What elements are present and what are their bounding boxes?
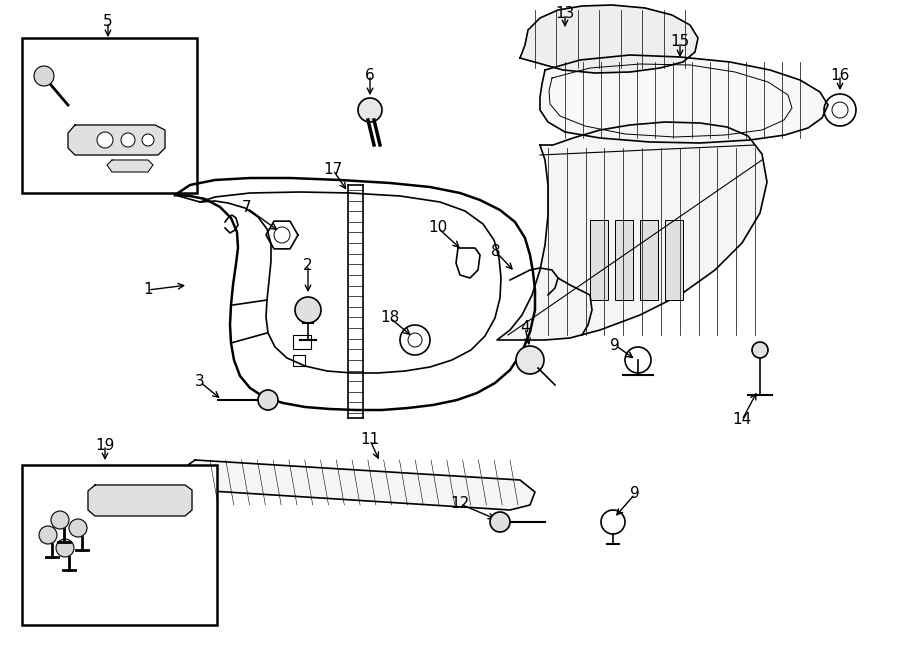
Text: 17: 17 xyxy=(323,163,343,178)
Text: 10: 10 xyxy=(428,221,447,235)
Text: 13: 13 xyxy=(555,7,575,22)
Text: 15: 15 xyxy=(670,34,689,50)
Circle shape xyxy=(69,519,87,537)
Circle shape xyxy=(121,133,135,147)
Bar xyxy=(22,465,217,625)
Polygon shape xyxy=(540,55,828,143)
Circle shape xyxy=(39,526,57,544)
Circle shape xyxy=(97,132,113,148)
Circle shape xyxy=(358,98,382,122)
Circle shape xyxy=(516,346,544,374)
Circle shape xyxy=(295,297,321,323)
Text: 11: 11 xyxy=(360,432,380,447)
Polygon shape xyxy=(88,485,192,516)
Bar xyxy=(22,38,197,193)
Text: 5: 5 xyxy=(104,15,112,30)
Text: 4: 4 xyxy=(520,321,530,336)
Text: 8: 8 xyxy=(491,245,500,260)
Text: 18: 18 xyxy=(381,311,400,325)
Circle shape xyxy=(142,134,154,146)
Polygon shape xyxy=(107,160,153,172)
Circle shape xyxy=(490,512,510,532)
Text: 16: 16 xyxy=(831,67,850,83)
Circle shape xyxy=(51,511,69,529)
Bar xyxy=(615,220,633,300)
Text: 9: 9 xyxy=(610,338,620,352)
Text: 1: 1 xyxy=(143,282,153,297)
Text: 14: 14 xyxy=(733,412,751,428)
Circle shape xyxy=(752,342,768,358)
Circle shape xyxy=(56,539,74,557)
Bar xyxy=(590,220,608,300)
Text: 7: 7 xyxy=(242,200,252,215)
Text: 6: 6 xyxy=(365,67,375,83)
Bar xyxy=(665,220,683,300)
Text: 19: 19 xyxy=(95,438,114,453)
Text: 3: 3 xyxy=(195,375,205,389)
Circle shape xyxy=(258,390,278,410)
Polygon shape xyxy=(520,5,698,73)
Bar xyxy=(293,355,305,366)
Bar xyxy=(293,335,311,349)
Text: 2: 2 xyxy=(303,258,313,272)
Polygon shape xyxy=(497,122,767,340)
Polygon shape xyxy=(185,460,535,510)
Text: 9: 9 xyxy=(630,486,640,502)
Bar xyxy=(640,220,658,300)
Text: 12: 12 xyxy=(450,496,470,512)
Circle shape xyxy=(34,66,54,86)
Polygon shape xyxy=(68,125,165,155)
